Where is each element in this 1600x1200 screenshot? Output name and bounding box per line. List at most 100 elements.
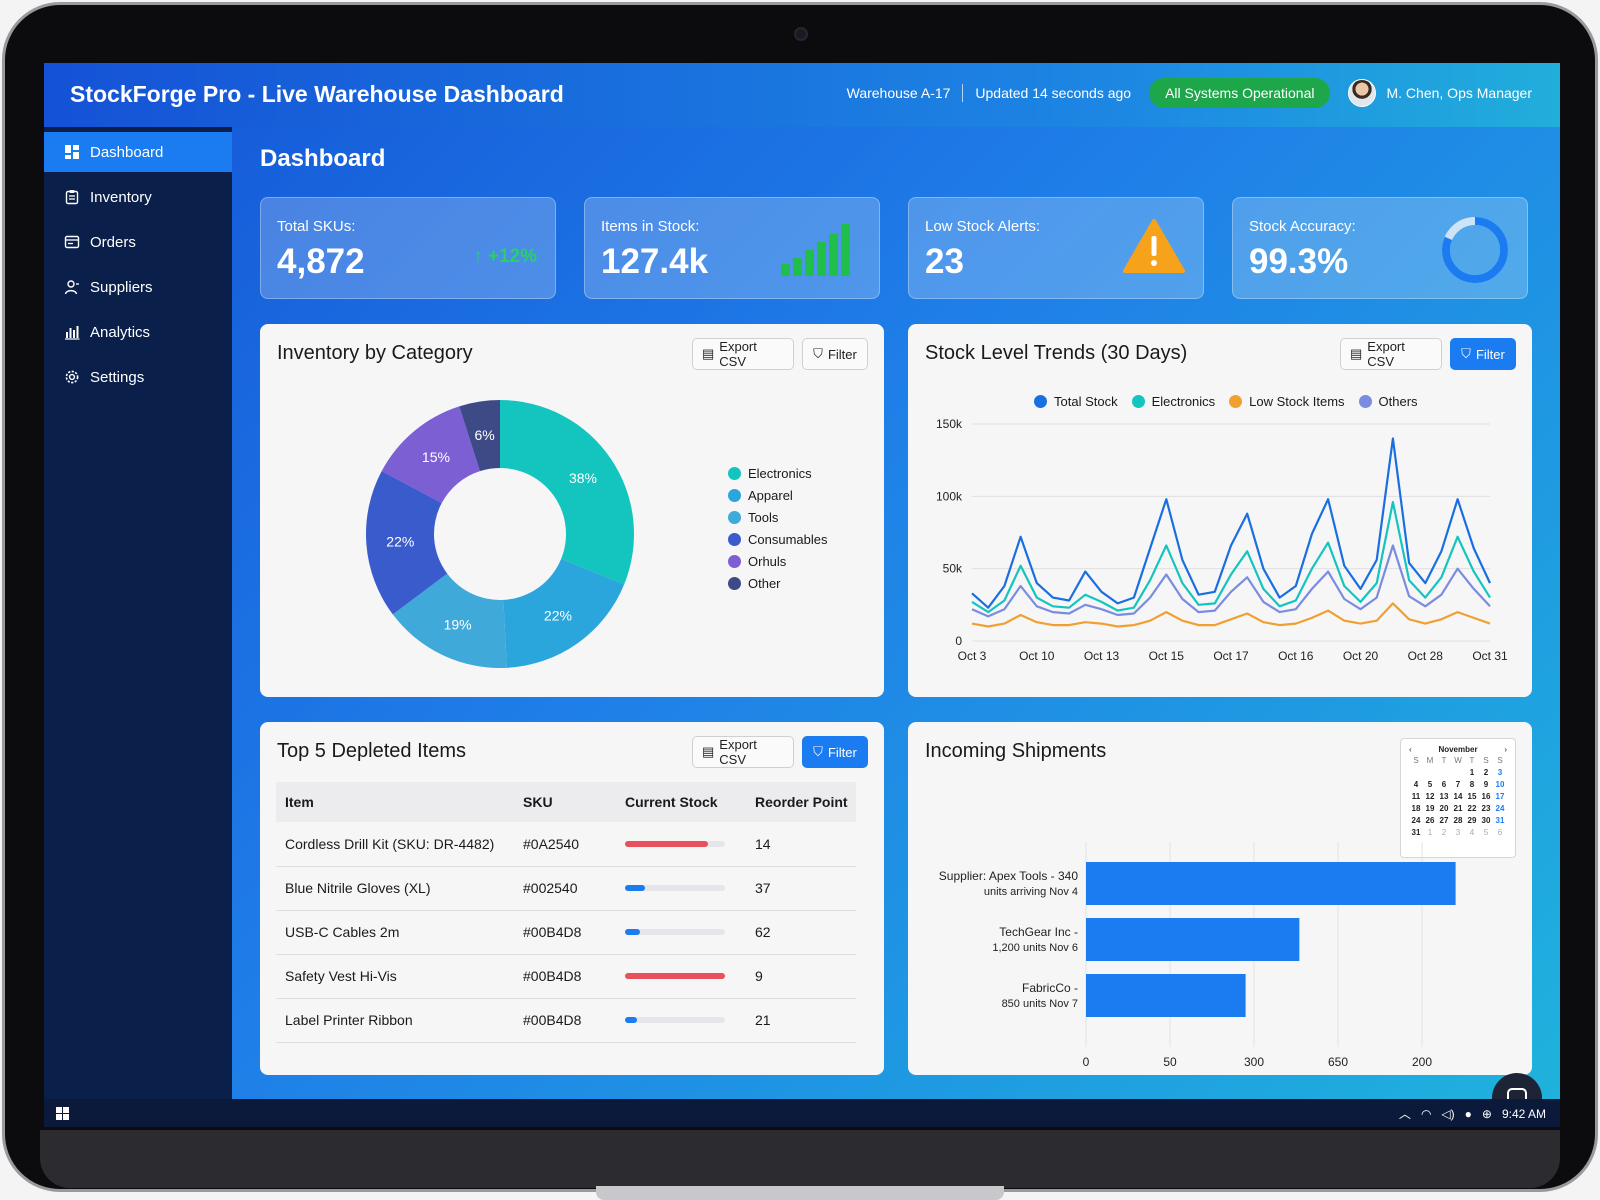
calendar-day[interactable]: 2 xyxy=(1483,768,1489,777)
calendar-day[interactable] xyxy=(1451,768,1465,777)
sidebar-item-orders[interactable]: Orders xyxy=(44,222,232,262)
calendar-day[interactable]: 5 xyxy=(1483,828,1489,837)
column-header-current-stock[interactable]: Current Stock xyxy=(616,782,746,822)
calendar-day[interactable]: 23 xyxy=(1481,804,1491,813)
globe-icon[interactable]: ⊕ xyxy=(1481,1106,1492,1121)
depleted-items-card: Top 5 Depleted Items ▤ Export CSV ⛉ Filter… xyxy=(260,722,884,1075)
kpi-items-in-stock[interactable]: Items in Stock: 127.4k xyxy=(584,197,880,299)
calendar-day[interactable]: 15 xyxy=(1467,792,1477,801)
calendar-day[interactable]: 4 xyxy=(1413,780,1419,789)
calendar-day[interactable]: 16 xyxy=(1481,792,1491,801)
table-row[interactable]: USB-C Cables 2m #00B4D8 62 xyxy=(276,910,856,955)
calendar-day[interactable]: 5 xyxy=(1427,780,1433,789)
calendar-day[interactable]: 10 xyxy=(1495,780,1505,789)
item-cell: USB-C Cables 2m xyxy=(276,910,514,955)
legend-item[interactable]: Apparel xyxy=(728,484,828,506)
export-csv-button[interactable]: ▤ Export CSV xyxy=(692,338,794,370)
calendar-day[interactable]: 30 xyxy=(1481,816,1491,825)
calendar-day[interactable]: 13 xyxy=(1439,792,1449,801)
series-line-total-stock xyxy=(971,437,1491,609)
calendar-day[interactable] xyxy=(1423,768,1437,777)
shipment-label: TechGear Inc - xyxy=(999,925,1078,939)
category-legend: Electronics Apparel Tools Consumables Orhuls… xyxy=(728,462,828,594)
calendar-day[interactable]: 21 xyxy=(1453,804,1463,813)
column-header-reorder-point[interactable]: Reorder Point xyxy=(746,782,856,822)
calendar-weekday: S xyxy=(1483,756,1489,765)
filter-button[interactable]: ⛉ Filter xyxy=(802,338,868,370)
table-row[interactable]: Safety Vest Hi-Vis #00B4D8 9 xyxy=(276,954,856,999)
calendar-day[interactable]: 27 xyxy=(1439,816,1449,825)
legend-item[interactable]: Total Stock xyxy=(1034,390,1118,412)
calendar-day[interactable]: 9 xyxy=(1483,780,1489,789)
kpi-low-stock-alerts[interactable]: Low Stock Alerts: 23 xyxy=(908,197,1204,299)
calendar-day[interactable]: 8 xyxy=(1469,780,1475,789)
volume-icon[interactable]: ◁) xyxy=(1441,1106,1455,1121)
calendar-day[interactable]: 19 xyxy=(1425,804,1435,813)
wifi-icon[interactable]: ◠ xyxy=(1420,1106,1432,1121)
clock-label[interactable]: 9:42 AM xyxy=(1501,1106,1546,1121)
calendar-day[interactable]: 24 xyxy=(1411,816,1421,825)
filter-button[interactable]: ⛉ Filter xyxy=(802,736,868,768)
calendar-day[interactable] xyxy=(1409,768,1423,777)
avatar[interactable] xyxy=(1348,79,1377,107)
export-csv-button[interactable]: ▤ Export CSV xyxy=(692,736,794,768)
calendar-day[interactable]: 3 xyxy=(1497,768,1503,777)
legend-item[interactable]: Other xyxy=(728,572,828,594)
sidebar-item-inventory[interactable]: Inventory xyxy=(44,177,232,217)
calendar-day[interactable]: 22 xyxy=(1467,804,1477,813)
chevron-right-icon[interactable]: › xyxy=(1504,745,1507,754)
calendar-day[interactable]: 28 xyxy=(1453,816,1463,825)
legend-item[interactable]: Electronics xyxy=(728,462,828,484)
x-tick-label: 650 xyxy=(1328,1055,1348,1069)
calendar-day[interactable]: 12 xyxy=(1425,792,1435,801)
calendar-icon: ▤ xyxy=(702,346,715,361)
calendar-day[interactable]: 31 xyxy=(1411,828,1421,837)
legend-label: Tools xyxy=(748,509,779,525)
calendar-day[interactable]: 6 xyxy=(1441,780,1447,789)
chevron-up-icon[interactable]: ︿ xyxy=(1398,1107,1411,1121)
legend-item[interactable]: Low Stock Items xyxy=(1229,390,1345,412)
notification-icon[interactable]: ● xyxy=(1464,1106,1472,1121)
calendar-day[interactable]: 31 xyxy=(1495,816,1505,825)
windows-start-icon[interactable] xyxy=(56,1107,69,1120)
calendar-day[interactable]: 14 xyxy=(1453,792,1463,801)
trend-legend: Total Stock Electronics Low Stock Items Oth… xyxy=(1034,390,1418,412)
legend-item[interactable]: Others xyxy=(1358,390,1418,412)
table-row[interactable]: Cordless Drill Kit (SKU: DR-4482) #0A2540… xyxy=(276,822,856,867)
sidebar-item-analytics[interactable]: Analytics xyxy=(44,312,232,352)
legend-item[interactable]: Electronics xyxy=(1131,390,1215,412)
user-name[interactable]: M. Chen, Ops Manager xyxy=(1386,85,1532,101)
stock-level-bar xyxy=(625,1017,725,1023)
calendar-day[interactable]: 2 xyxy=(1441,828,1447,837)
calendar-day[interactable]: 7 xyxy=(1455,780,1461,789)
chevron-left-icon[interactable]: ‹ xyxy=(1409,745,1412,754)
table-row[interactable]: Blue Nitrile Gloves (XL) #002540 37 xyxy=(276,866,856,911)
column-header-sku[interactable]: SKU xyxy=(514,782,616,822)
column-header-item[interactable]: Item xyxy=(276,782,514,822)
calendar-day[interactable]: 4 xyxy=(1469,828,1475,837)
sidebar-item-settings[interactable]: Settings xyxy=(44,357,232,397)
calendar-day[interactable]: 29 xyxy=(1467,816,1477,825)
calendar-day[interactable]: 3 xyxy=(1455,828,1461,837)
sidebar-item-dashboard[interactable]: Dashboard xyxy=(44,132,232,172)
mini-calendar[interactable]: ‹ November › S M T W T S S 1 2 3 4 5 6 7 8 9 10 11 12 13 14 1… xyxy=(1400,738,1516,858)
calendar-day[interactable]: 18 xyxy=(1411,804,1421,813)
filter-button[interactable]: ⛉ Filter xyxy=(1450,338,1516,370)
calendar-day[interactable]: 24 xyxy=(1495,804,1505,813)
export-csv-button[interactable]: ▤ Export CSV xyxy=(1340,338,1442,370)
kpi-stock-accuracy[interactable]: Stock Accuracy: 99.3% xyxy=(1232,197,1528,299)
calendar-day[interactable] xyxy=(1437,768,1451,777)
sidebar-item-suppliers[interactable]: Suppliers xyxy=(44,267,232,307)
calendar-day[interactable]: 1 xyxy=(1427,828,1433,837)
kpi-total-skus[interactable]: Total SKUs: 4,872 ↑ +12% xyxy=(260,197,556,299)
calendar-day[interactable]: 26 xyxy=(1425,816,1435,825)
table-row[interactable]: Label Printer Ribbon #00B4D8 21 xyxy=(276,998,856,1043)
calendar-day[interactable]: 17 xyxy=(1495,792,1505,801)
legend-item[interactable]: Orhuls xyxy=(728,550,828,572)
calendar-day[interactable]: 11 xyxy=(1411,792,1421,801)
calendar-day[interactable]: 20 xyxy=(1439,804,1449,813)
legend-item[interactable]: Tools xyxy=(728,506,828,528)
legend-item[interactable]: Consumables xyxy=(728,528,828,550)
calendar-day[interactable]: 6 xyxy=(1497,828,1503,837)
calendar-day[interactable]: 1 xyxy=(1469,768,1475,777)
